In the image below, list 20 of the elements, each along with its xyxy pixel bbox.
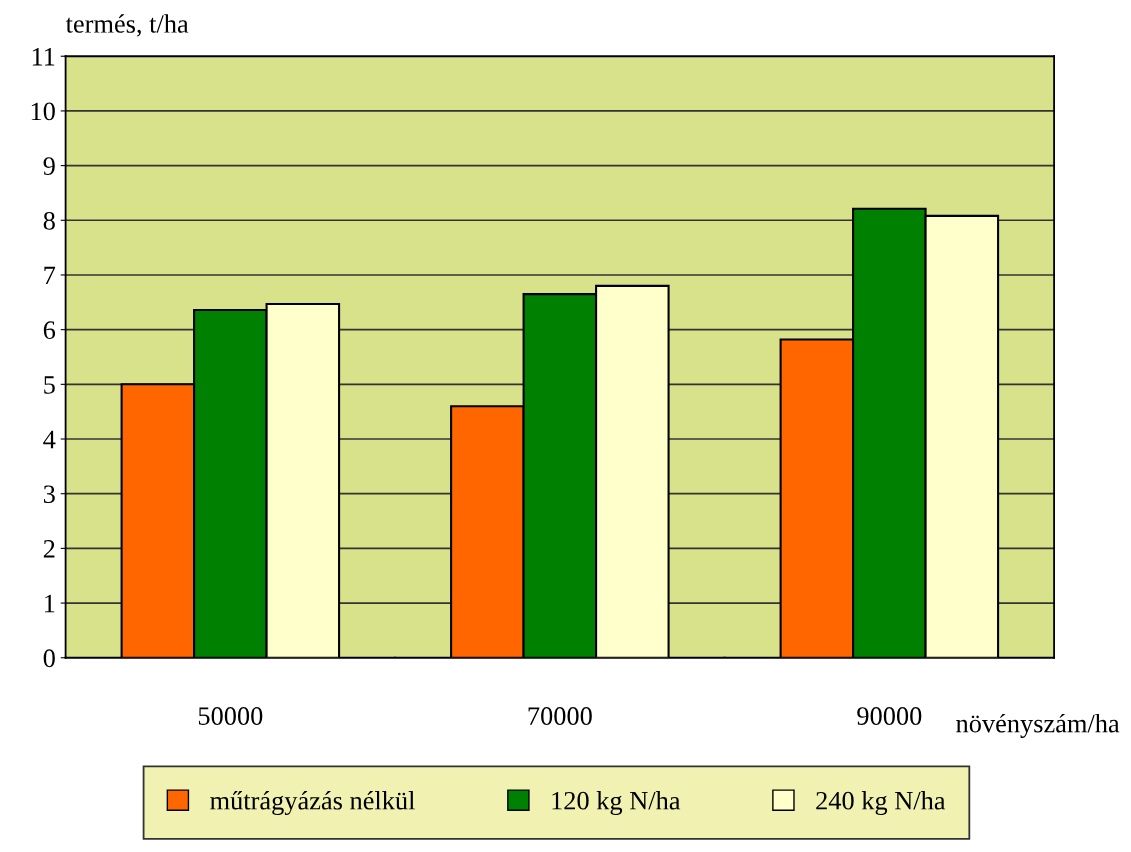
legend-label: 240 kg N/ha	[816, 791, 946, 816]
y-tick-label: 3	[43, 485, 55, 504]
y-tick-label: 9	[43, 157, 55, 176]
y-tick-label: 11	[32, 47, 55, 66]
y-tick-label: 10	[31, 102, 55, 121]
y-tick-label: 4	[43, 430, 56, 449]
y-axis-title: termés, t/ha	[65, 14, 189, 37]
x-tick-label: 90000	[857, 707, 922, 725]
legend-label: műtrágyázás nélkül	[210, 791, 415, 816]
x-tick-label: 50000	[198, 707, 263, 725]
y-tick-label: 5	[44, 376, 55, 394]
x-tick-label: 70000	[528, 707, 592, 725]
y-tick-label: 6	[43, 321, 56, 340]
y-tick-label: 8	[43, 211, 55, 230]
y-tick-label: 0	[43, 649, 55, 668]
y-tick-label: 1	[45, 594, 55, 613]
y-tick-label: 7	[44, 266, 56, 285]
legend-label: 120 kg N/ha	[552, 791, 681, 816]
y-tick-label: 2	[43, 540, 55, 558]
x-axis-title: növényszám/ha	[956, 713, 1120, 738]
